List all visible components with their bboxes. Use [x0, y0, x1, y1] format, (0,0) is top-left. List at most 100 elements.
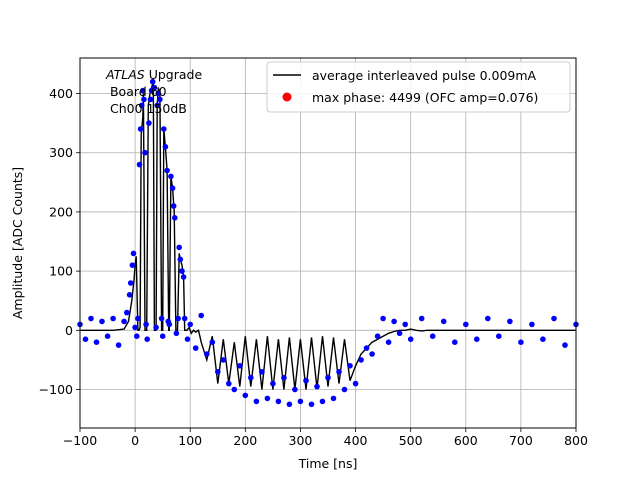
annotation-line-2: Board 60: [106, 84, 167, 99]
x-tick-label: 200: [233, 433, 257, 448]
y-tick-label: 400: [49, 86, 73, 101]
legend-dot-swatch: [282, 92, 292, 102]
scatter-point: [141, 96, 147, 103]
scatter-point: [253, 398, 260, 405]
legend-entry-line: average interleaved pulse 0.009mA: [312, 68, 537, 83]
scatter-point: [132, 324, 138, 331]
scatter-point: [352, 380, 359, 387]
scatter-point: [330, 395, 337, 402]
annotation-line-3: Ch00 150dB: [106, 101, 187, 116]
x-tick-label: 100: [178, 433, 202, 448]
scatter-point: [153, 324, 159, 331]
x-tick-label: 600: [454, 433, 478, 448]
x-tick-label: 400: [344, 433, 368, 448]
y-axis: −100 0 100 200 300 400: [39, 86, 80, 397]
scatter-point: [124, 309, 130, 316]
scatter-point: [159, 333, 166, 340]
scatter-point: [176, 244, 182, 251]
scatter-point: [429, 333, 436, 340]
scatter-point: [168, 173, 174, 180]
plot-frame: [79, 57, 577, 429]
y-tick-label: 300: [49, 145, 73, 160]
scatter-point: [259, 369, 265, 375]
scatter-series-group: [77, 78, 579, 408]
scatter-point: [358, 357, 364, 363]
scatter-point: [474, 336, 480, 343]
scatter-point: [135, 315, 141, 322]
annotation: ATLAS Upgrade Board 60 Ch00 150dB: [105, 67, 202, 116]
scatter-point: [166, 321, 173, 328]
scatter-point: [192, 345, 199, 351]
scatter-point: [325, 374, 331, 381]
scatter-point: [391, 318, 397, 325]
scatter-point: [115, 342, 122, 348]
scatter-point: [407, 336, 414, 343]
scatter-point: [130, 250, 137, 257]
scatter-point: [184, 336, 191, 343]
scatter-point: [297, 398, 304, 405]
scatter-point: [336, 369, 342, 375]
scatter-point: [281, 374, 287, 381]
scatter-point: [303, 377, 309, 384]
scatter-point: [380, 315, 386, 322]
scatter-point: [157, 96, 163, 103]
legend-box: [266, 61, 571, 113]
scatter-point: [270, 380, 276, 387]
scatter-point: [347, 363, 353, 369]
scatter-point: [162, 144, 169, 150]
scatter-point: [180, 274, 187, 280]
scatter-point: [154, 102, 160, 109]
scatter-point: [507, 318, 513, 325]
x-tick-label: −100: [63, 433, 97, 448]
scatter-point: [140, 87, 146, 94]
scatter-point: [121, 318, 127, 325]
scatter-point: [385, 339, 392, 346]
x-tick-label: 300: [289, 433, 313, 448]
y-tick-label: 200: [49, 204, 73, 219]
scatter-point: [292, 386, 298, 393]
x-axis: −100 0 100 200 300 400 500 600 700 800: [63, 428, 588, 448]
scatter-point: [104, 333, 111, 340]
scatter-point: [248, 374, 254, 381]
y-tick-label: 100: [49, 264, 73, 279]
scatter-point: [529, 321, 535, 328]
scatter-point: [143, 321, 149, 328]
annotation-italic: ATLAS: [105, 67, 145, 82]
y-tick-label: −100: [39, 382, 73, 397]
scatter-point: [99, 318, 105, 325]
scatter-point: [127, 280, 134, 286]
scatter-point: [147, 96, 154, 103]
scatter-point: [286, 401, 293, 408]
scatter-point: [341, 386, 348, 393]
scatter-point: [173, 330, 180, 337]
scatter-point: [88, 315, 94, 322]
scatter-point: [164, 167, 170, 174]
scatter-point: [418, 315, 425, 322]
scatter-point: [172, 215, 178, 221]
x-tick-label: 700: [509, 433, 533, 448]
scatter-point: [209, 339, 216, 346]
scatter-point: [551, 315, 557, 322]
annotation-line-1-rest: Upgrade: [145, 67, 203, 82]
scatter-point: [242, 392, 249, 399]
scatter-point: [144, 336, 150, 343]
scatter-point: [363, 345, 370, 351]
scatter-point: [149, 78, 156, 85]
scatter-point: [110, 315, 116, 322]
scatter-point: [540, 336, 546, 343]
scatter-point: [220, 357, 227, 363]
y-axis-label: Amplitude [ADC Counts]: [10, 167, 25, 319]
x-axis-label: Time [ns]: [298, 456, 358, 471]
scatter-point: [452, 339, 458, 346]
scatter-point: [146, 120, 152, 126]
scatter-point: [151, 84, 158, 91]
scatter-point: [161, 126, 167, 132]
scatter-point: [179, 268, 185, 274]
x-tick-label: 0: [131, 433, 139, 448]
scatter-point: [93, 339, 100, 346]
scatter-point: [158, 315, 165, 322]
scatter-point: [308, 401, 315, 408]
legend-entry-dot: max phase: 4499 (OFC amp=0.076): [312, 90, 538, 105]
scatter-point: [175, 315, 181, 322]
